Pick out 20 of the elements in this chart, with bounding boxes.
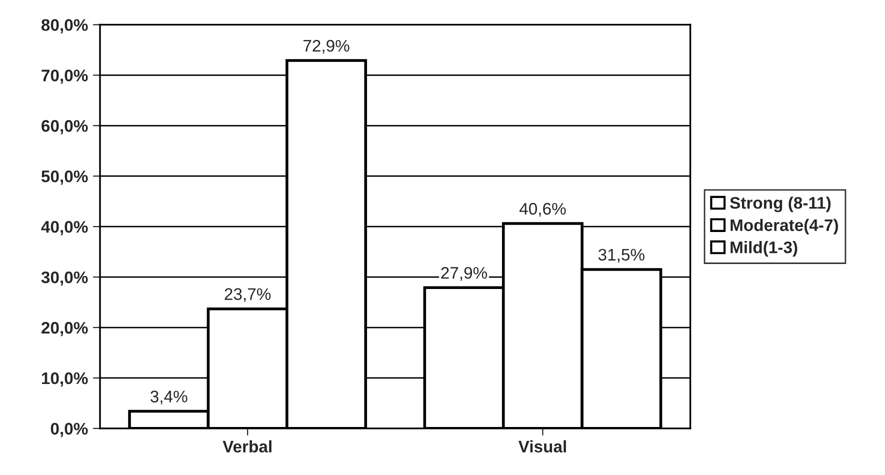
y-tick-label: 60,0%	[42, 120, 88, 134]
legend-label: Mild(1-3)	[730, 241, 798, 257]
y-tick-label: 80,0%	[41, 19, 88, 34]
y-tick-label: 30,0%	[41, 271, 88, 286]
y-tick-label: 20,0%	[42, 322, 88, 336]
data-label: 23,7%	[224, 288, 271, 302]
data-label: 31,5%	[598, 248, 644, 263]
x-tick-label: Verbal	[222, 440, 272, 452]
y-tick-label: 10,0%	[42, 372, 88, 387]
x-tick-label: Visual	[518, 440, 566, 452]
y-tick-label: 70,0%	[42, 70, 88, 84]
data-label: 40,6%	[519, 202, 566, 217]
y-tick-label: 40,0%	[41, 220, 88, 236]
y-tick-label: 50,0%	[41, 170, 88, 185]
legend-label: Moderate(4-7)	[730, 218, 838, 234]
data-label: 72,9%	[304, 40, 350, 54]
data-label: 3,4%	[150, 390, 188, 404]
legend-label: Strong (8-11)	[730, 196, 831, 212]
y-tick-label: 0,0%	[50, 422, 88, 438]
data-label: 27,9%	[441, 266, 488, 281]
